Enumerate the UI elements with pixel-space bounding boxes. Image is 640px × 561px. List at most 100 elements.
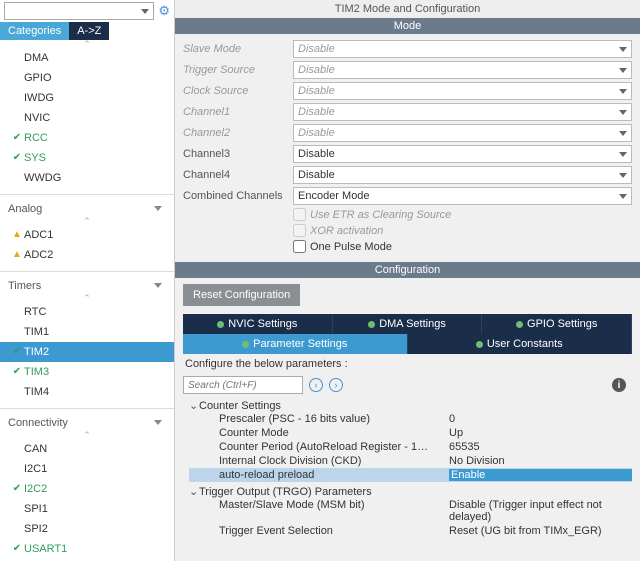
section-connectivity[interactable]: Connectivity	[0, 411, 174, 431]
tab-dma settings[interactable]: DMA Settings	[333, 314, 483, 334]
param-key: Master/Slave Mode (MSM bit)	[219, 499, 449, 523]
param-value[interactable]: No Division	[449, 455, 632, 467]
sidebar-item-label: RCC	[24, 130, 48, 146]
sidebar-item-label: ADC1	[24, 227, 53, 243]
sidebar-item-rtc[interactable]: RTC	[0, 302, 174, 322]
mode-select-clock source[interactable]: Disable	[293, 82, 632, 100]
param-group-header[interactable]: Trigger Output (TRGO) Parameters	[189, 485, 632, 498]
sidebar-item-sys[interactable]: ✔SYS	[0, 148, 174, 168]
sidebar-item-i2c2[interactable]: ✔I2C2	[0, 479, 174, 499]
mode-checkbox[interactable]: One Pulse Mode	[293, 240, 392, 253]
mode-body: Slave ModeDisableTrigger SourceDisableCl…	[175, 34, 640, 262]
sidebar-item-label: TIM2	[24, 344, 49, 360]
mode-checkbox[interactable]: Use ETR as Clearing Source	[293, 208, 451, 221]
tab-parameter settings[interactable]: Parameter Settings	[183, 334, 408, 354]
sidebar-item-spi2[interactable]: SPI2	[0, 519, 174, 539]
sidebar-item-wwdg[interactable]: WWDG	[0, 168, 174, 188]
mode-select-channel4[interactable]: Disable	[293, 166, 632, 184]
config-tabs-row2: Parameter SettingsUser Constants	[183, 334, 632, 354]
section-timers[interactable]: Timers	[0, 274, 174, 294]
mode-select-channel2[interactable]: Disable	[293, 124, 632, 142]
param-value[interactable]: 0	[449, 413, 632, 425]
param-value[interactable]: Reset (UG bit from TIMx_EGR)	[449, 525, 632, 537]
peripheral-combo[interactable]	[4, 2, 154, 20]
tab-categories[interactable]: Categories	[0, 22, 69, 40]
param-group-header[interactable]: Counter Settings	[189, 399, 632, 412]
sidebar-item-adc2[interactable]: ▲ADC2	[0, 245, 174, 265]
info-icon[interactable]: i	[612, 378, 626, 392]
search-prev-icon[interactable]: ‹	[309, 378, 323, 392]
tab-user constants[interactable]: User Constants	[408, 334, 633, 354]
tab-nvic settings[interactable]: NVIC Settings	[183, 314, 333, 334]
param-key: Trigger Event Selection	[219, 525, 449, 537]
mode-select-combined channels[interactable]: Encoder Mode	[293, 187, 632, 205]
param-row[interactable]: Counter ModeUp	[189, 426, 632, 440]
param-key: Prescaler (PSC - 16 bits value)	[219, 413, 449, 425]
sidebar-item-nvic[interactable]: NVIC	[0, 108, 174, 128]
sidebar-item-label: SPI2	[24, 521, 48, 537]
sidebar-item-spi1[interactable]: SPI1	[0, 499, 174, 519]
param-value[interactable]: Up	[449, 427, 632, 439]
tab-a-z[interactable]: A->Z	[69, 22, 109, 40]
config-instruction: Configure the below parameters :	[183, 354, 632, 374]
param-row[interactable]: Internal Clock Division (CKD)No Division	[189, 454, 632, 468]
param-value[interactable]: 65535	[449, 441, 632, 453]
mode-select-channel3[interactable]: Disable	[293, 145, 632, 163]
mode-label: Trigger Source	[183, 64, 293, 76]
section-analog[interactable]: Analog	[0, 197, 174, 217]
main-panel: TIM2 Mode and Configuration Mode Slave M…	[175, 0, 640, 561]
sidebar-item-i2c1[interactable]: I2C1	[0, 459, 174, 479]
grip-icon: ⌃	[0, 431, 174, 439]
mode-label: Channel2	[183, 127, 293, 139]
gear-icon[interactable]: ⚙	[158, 3, 170, 19]
search-next-icon[interactable]: ›	[329, 378, 343, 392]
reset-config-button[interactable]: Reset Configuration	[183, 284, 300, 306]
check-icon: ✔	[10, 150, 24, 166]
sidebar-item-label: DMA	[24, 50, 48, 66]
param-key: Counter Period (AutoReload Register - 1…	[219, 441, 449, 453]
sidebar-item-adc1[interactable]: ▲ADC1	[0, 225, 174, 245]
grip-icon: ⌃	[0, 40, 174, 48]
config-panel-title: Configuration	[175, 262, 640, 278]
param-value[interactable]: Enable	[449, 469, 632, 481]
param-row[interactable]: Counter Period (AutoReload Register - 1……	[189, 440, 632, 454]
mode-label: Channel3	[183, 148, 293, 160]
mode-label: Clock Source	[183, 85, 293, 97]
sidebar-item-dma[interactable]: DMA	[0, 48, 174, 68]
sidebar-item-iwdg[interactable]: IWDG	[0, 88, 174, 108]
check-icon: ✔	[10, 481, 24, 497]
mode-select-slave mode[interactable]: Disable	[293, 40, 632, 58]
sidebar-item-label: USART1	[24, 541, 67, 557]
check-icon: ✔	[10, 541, 24, 557]
mode-select-trigger source[interactable]: Disable	[293, 61, 632, 79]
sidebar-item-label: SYS	[24, 150, 46, 166]
mode-label: Channel4	[183, 169, 293, 181]
param-value[interactable]: Disable (Trigger input effect not delaye…	[449, 499, 632, 523]
param-search-input[interactable]	[183, 376, 303, 394]
param-row[interactable]: Master/Slave Mode (MSM bit)Disable (Trig…	[189, 498, 632, 524]
sidebar-item-label: CAN	[24, 441, 47, 457]
sidebar-item-rcc[interactable]: ✔RCC	[0, 128, 174, 148]
sidebar-item-label: I2C1	[24, 461, 47, 477]
sidebar-item-label: TIM1	[24, 324, 49, 340]
param-row[interactable]: Trigger Event SelectionReset (UG bit fro…	[189, 524, 632, 538]
sidebar-item-label: TIM3	[24, 364, 49, 380]
sidebar-item-tim3[interactable]: ✔TIM3	[0, 362, 174, 382]
sidebar-item-label: SPI1	[24, 501, 48, 517]
sidebar-item-tim4[interactable]: TIM4	[0, 382, 174, 402]
param-row[interactable]: Prescaler (PSC - 16 bits value)0	[189, 412, 632, 426]
sidebar-item-tim2[interactable]: ✔TIM2	[0, 342, 174, 362]
sidebar-item-tim1[interactable]: TIM1	[0, 322, 174, 342]
sidebar-item-gpio[interactable]: GPIO	[0, 68, 174, 88]
mode-select-channel1[interactable]: Disable	[293, 103, 632, 121]
sidebar-item-usart1[interactable]: ✔USART1	[0, 539, 174, 559]
mode-label: Channel1	[183, 106, 293, 118]
tab-gpio settings[interactable]: GPIO Settings	[482, 314, 632, 334]
param-row[interactable]: auto-reload preloadEnable	[189, 468, 632, 482]
sidebar-item-can[interactable]: CAN	[0, 439, 174, 459]
grip-icon: ⌃	[0, 294, 174, 302]
sidebar: ⚙ Categories A->Z ⌃ DMAGPIOIWDGNVIC✔RCC✔…	[0, 0, 175, 561]
mode-checkbox[interactable]: XOR activation	[293, 224, 383, 237]
sidebar-item-label: NVIC	[24, 110, 50, 126]
check-icon: ✔	[10, 364, 24, 380]
